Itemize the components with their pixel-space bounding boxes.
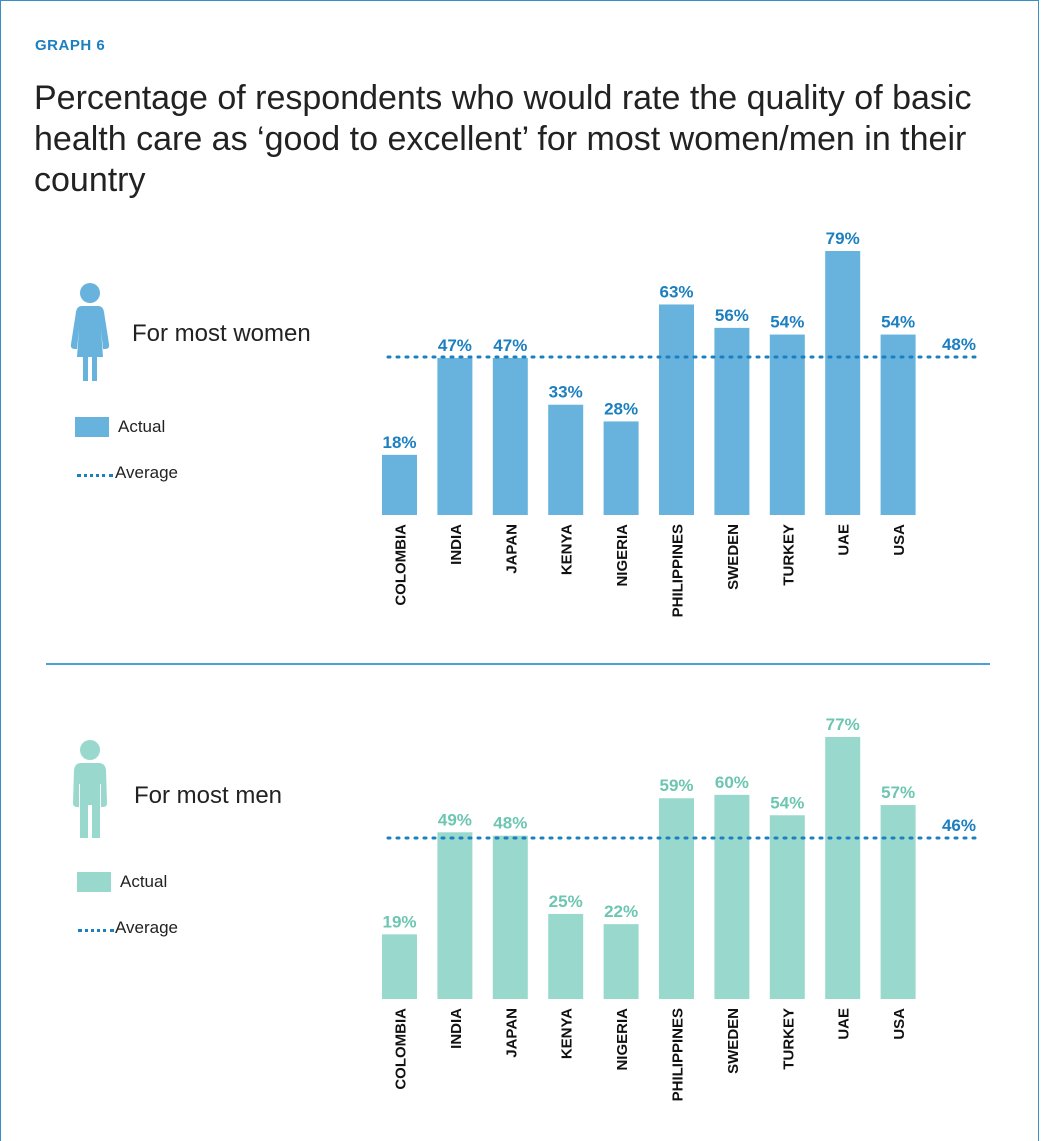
women-value-label: 47% — [438, 336, 472, 355]
women-value-label: 28% — [604, 399, 638, 418]
man-icon — [73, 740, 107, 838]
legend-actual-label: Actual — [120, 872, 168, 891]
women-bar — [548, 404, 584, 515]
women-category-label: USA — [891, 524, 908, 556]
women-category-label: SWEDEN — [725, 524, 742, 590]
panel-divider — [46, 663, 990, 665]
men-value-label: 54% — [770, 793, 804, 812]
women-category-label: NIGERIA — [614, 524, 631, 587]
legend-title-men: For most men — [134, 782, 283, 809]
men-value-label: 22% — [604, 902, 638, 921]
men-value-label: 25% — [549, 892, 583, 911]
women-bar — [659, 304, 694, 515]
men-value-label: 48% — [493, 814, 527, 833]
men-bar — [437, 832, 473, 999]
legend-average-line — [78, 929, 114, 932]
women-value-label: 54% — [881, 313, 915, 332]
women-bar — [880, 334, 916, 515]
men-value-label: 60% — [715, 773, 749, 792]
men-bar — [603, 924, 639, 999]
women-category-label: INDIA — [448, 524, 465, 565]
women-value-label: 33% — [549, 383, 583, 402]
women-value-label: 56% — [715, 306, 749, 325]
legend-title-women: For most women — [132, 320, 311, 347]
men-bar — [769, 815, 805, 999]
women-category-label: UAE — [836, 524, 853, 556]
men-category-label: COLOMBIA — [393, 1008, 410, 1090]
men-category-label: TURKEY — [780, 1008, 797, 1070]
men-value-label: 77% — [826, 715, 860, 734]
men-value-label: 59% — [659, 776, 693, 795]
women-bar — [603, 421, 639, 515]
women-value-label: 54% — [770, 313, 804, 332]
women-category-label: KENYA — [559, 524, 576, 575]
women-bar — [714, 327, 750, 515]
men-value-label: 57% — [881, 783, 915, 802]
women-category-label: PHILIPPINES — [670, 524, 687, 617]
women-bar — [437, 357, 473, 515]
women-value-label: 79% — [826, 229, 860, 248]
woman-icon — [70, 283, 110, 381]
women-category-label: COLOMBIA — [393, 524, 410, 606]
legend-actual-swatch — [75, 417, 109, 437]
men-bar — [880, 805, 916, 999]
men-value-label: 19% — [382, 912, 416, 931]
men-category-label: NIGERIA — [614, 1008, 631, 1071]
men-bar — [714, 794, 750, 999]
women-value-label: 47% — [493, 336, 527, 355]
chart-title: Percentage of respondents who would rate… — [34, 79, 972, 199]
men-category-label: KENYA — [559, 1008, 576, 1059]
legend-actual-label: Actual — [118, 417, 166, 436]
men-category-label: JAPAN — [503, 1008, 520, 1058]
women-bar — [382, 454, 417, 515]
men-bar — [825, 737, 861, 999]
men-category-label: PHILIPPINES — [670, 1008, 687, 1101]
women-value-label: 63% — [659, 282, 693, 301]
men-bar — [659, 798, 694, 999]
legend-average-line — [77, 474, 113, 477]
women-average-label: 48% — [942, 335, 976, 354]
men-bar — [382, 934, 417, 999]
legend-average-label: Average — [115, 918, 179, 937]
women-bar — [825, 251, 861, 515]
men-category-label: USA — [891, 1008, 908, 1040]
men-category-label: SWEDEN — [725, 1008, 742, 1074]
men-average-label: 46% — [942, 816, 976, 835]
women-bar — [492, 357, 528, 515]
women-bar — [769, 334, 805, 515]
women-category-label: TURKEY — [780, 524, 797, 586]
men-bar — [548, 913, 584, 999]
legend-actual-swatch — [77, 872, 111, 892]
women-value-label: 18% — [382, 433, 416, 452]
men-value-label: 49% — [438, 810, 472, 829]
women-category-label: JAPAN — [503, 524, 520, 574]
legend-average-label: Average — [115, 463, 179, 482]
men-category-label: UAE — [836, 1008, 853, 1040]
men-category-label: INDIA — [448, 1008, 465, 1049]
men-bar — [492, 835, 528, 999]
graph-label: GRAPH 6 — [35, 37, 106, 54]
